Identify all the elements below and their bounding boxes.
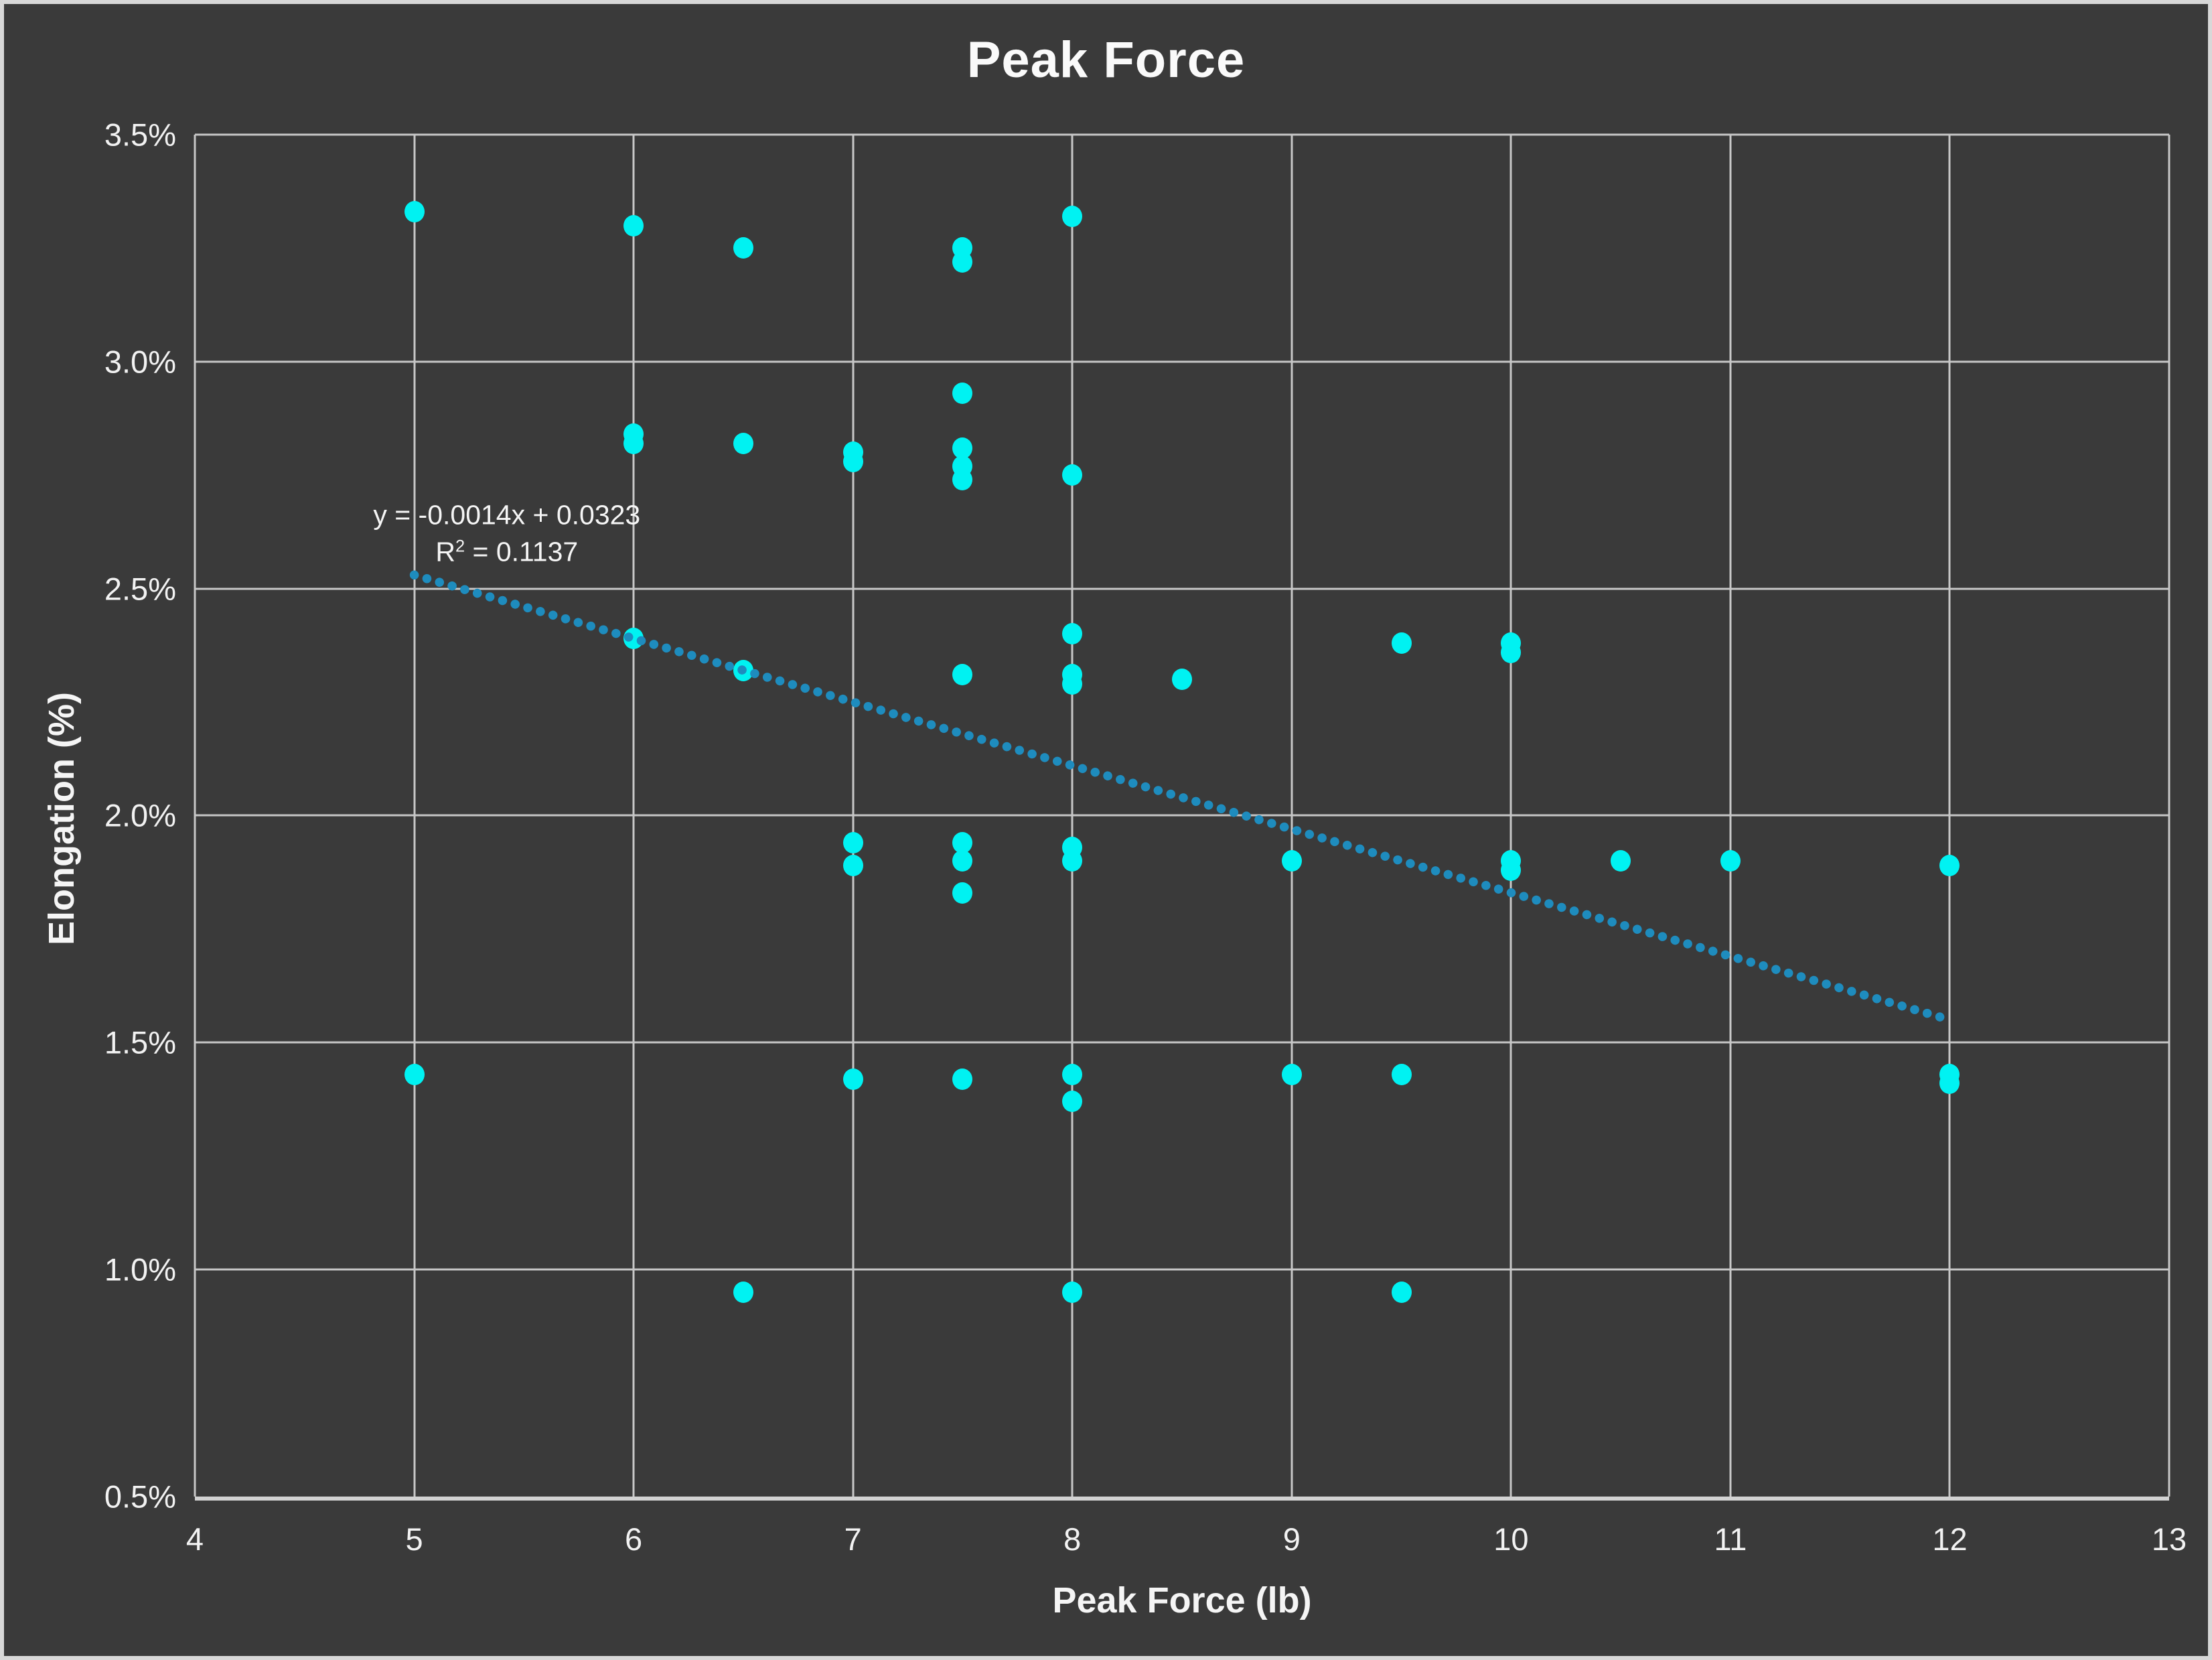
gridline-horizontal-1.5% [195, 1041, 2170, 1044]
data-point [1281, 1063, 1302, 1085]
data-point [1062, 464, 1083, 486]
plot-area: y = -0.0014x + 0.0323 R2 = 0.1137 4 5 6 7 8 9… [104, 117, 2187, 1557]
gridline-horizontal-3.5% [195, 133, 2170, 136]
data-point [1939, 855, 1960, 877]
data-point [1062, 673, 1083, 695]
data-point [1062, 206, 1083, 228]
data-point [733, 1281, 753, 1303]
data-point [952, 437, 973, 459]
gridline-horizontal-3.0% [195, 360, 2170, 363]
data-point [623, 628, 644, 650]
data-point [733, 659, 753, 681]
gridline-horizontal-1.0% [195, 1268, 2170, 1271]
gridline-horizontal-2.0% [195, 814, 2170, 817]
y-tick-label-2.5%: 2.5% [104, 571, 176, 607]
data-point [1720, 850, 1741, 872]
x-tick-label-6: 6 [625, 1521, 643, 1557]
data-point [842, 1068, 863, 1090]
equation-line2: R2 = 0.1137 [435, 536, 579, 567]
trendline-line [409, 570, 1955, 1025]
data-point [404, 1063, 425, 1085]
data-point [952, 850, 973, 872]
data-point [952, 882, 973, 904]
gridline-horizontal-2.5% [195, 587, 2170, 590]
data-point [623, 432, 644, 454]
y-tick-label-0.5%: 0.5% [104, 1478, 176, 1515]
data-point [952, 1068, 973, 1090]
x-tick-label-8: 8 [1063, 1521, 1082, 1557]
data-point [842, 832, 863, 854]
data-point [1501, 641, 1522, 663]
data-point [1062, 850, 1083, 872]
data-point [404, 201, 425, 223]
data-point [1062, 1063, 1083, 1085]
x-tick-label-5: 5 [405, 1521, 423, 1557]
data-point [1611, 850, 1631, 872]
data-point [623, 214, 644, 236]
x-tick-label-7: 7 [844, 1521, 862, 1557]
data-point [842, 450, 863, 472]
data-point [733, 432, 753, 454]
data-point [952, 251, 973, 273]
data-point [1501, 859, 1522, 881]
x-tick-label-4: 4 [186, 1521, 204, 1557]
x-axis-title: Peak Force (lb) [1052, 1580, 1312, 1620]
data-point [1391, 1063, 1412, 1085]
data-point [1062, 1091, 1083, 1113]
x-tick-label-13: 13 [2151, 1521, 2187, 1557]
equation-line1: y = -0.0014x + 0.0323 [373, 499, 641, 531]
data-point [733, 237, 753, 259]
y-tick-label-3.5%: 3.5% [104, 117, 176, 153]
data-point [1281, 850, 1302, 872]
y-tick-label-1.5%: 1.5% [104, 1024, 176, 1060]
data-point [1391, 1281, 1412, 1303]
x-tick-label-9: 9 [1282, 1521, 1301, 1557]
data-point [842, 855, 863, 877]
data-point [1939, 1073, 1960, 1095]
data-point [952, 469, 973, 491]
data-point [1062, 1281, 1083, 1303]
y-tick-label-2.0%: 2.0% [104, 797, 176, 833]
data-point [1172, 669, 1193, 691]
x-tick-label-12: 12 [1932, 1521, 1968, 1557]
data-point [952, 383, 973, 405]
x-tick-label-11: 11 [1714, 1521, 1747, 1557]
y-tick-label-1.0%: 1.0% [104, 1251, 176, 1288]
data-point [1391, 632, 1412, 654]
x-tick-label-10: 10 [1493, 1521, 1529, 1557]
y-axis-title: Elongation (%) [42, 691, 82, 945]
data-point [1062, 623, 1083, 645]
chart-title: Peak Force [966, 31, 1246, 88]
data-point [952, 664, 973, 686]
gridline-vertical-13 [2168, 135, 2170, 1497]
trendline-equation: y = -0.0014x + 0.0323 R2 = 0.1137 [373, 496, 640, 571]
y-tick-label-3.0%: 3.0% [104, 344, 176, 380]
